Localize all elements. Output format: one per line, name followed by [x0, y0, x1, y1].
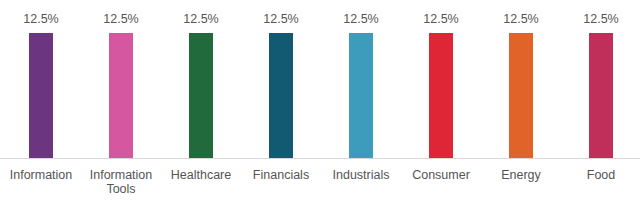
page: {"chart_data": {"type": "bar", "categori…: [0, 0, 640, 203]
chart-svg: 12.5%Information12.5%InformationTools12.…: [0, 0, 640, 203]
x-tick-label: Food: [587, 168, 616, 182]
bar: [589, 33, 613, 158]
x-tick-label: InformationTools: [90, 168, 153, 196]
data-label: 12.5%: [103, 12, 138, 26]
data-label: 12.5%: [423, 12, 458, 26]
x-tick-label-line: Information: [90, 168, 153, 182]
x-tick-label: Information: [10, 168, 73, 182]
bar: [109, 33, 133, 158]
data-label: 12.5%: [183, 12, 218, 26]
data-label: 12.5%: [263, 12, 298, 26]
x-tick-label: Industrials: [333, 168, 390, 182]
x-tick-label: Energy: [501, 168, 541, 182]
data-label: 12.5%: [23, 12, 58, 26]
x-tick-label-line: Tools: [106, 182, 135, 196]
bar: [349, 33, 373, 158]
bars: [29, 33, 613, 158]
data-label: 12.5%: [343, 12, 378, 26]
data-label: 12.5%: [503, 12, 538, 26]
chart-container: 12.5%Information12.5%InformationTools12.…: [0, 0, 640, 203]
bar: [429, 33, 453, 158]
bar: [509, 33, 533, 158]
data-label: 12.5%: [583, 12, 618, 26]
x-tick-label: Healthcare: [171, 168, 231, 182]
bar: [29, 33, 53, 158]
x-axis-line: [0, 158, 640, 159]
x-tick-label: Financials: [253, 168, 309, 182]
x-tick-label: Consumer: [412, 168, 470, 182]
bar: [269, 33, 293, 158]
bar: [189, 33, 213, 158]
